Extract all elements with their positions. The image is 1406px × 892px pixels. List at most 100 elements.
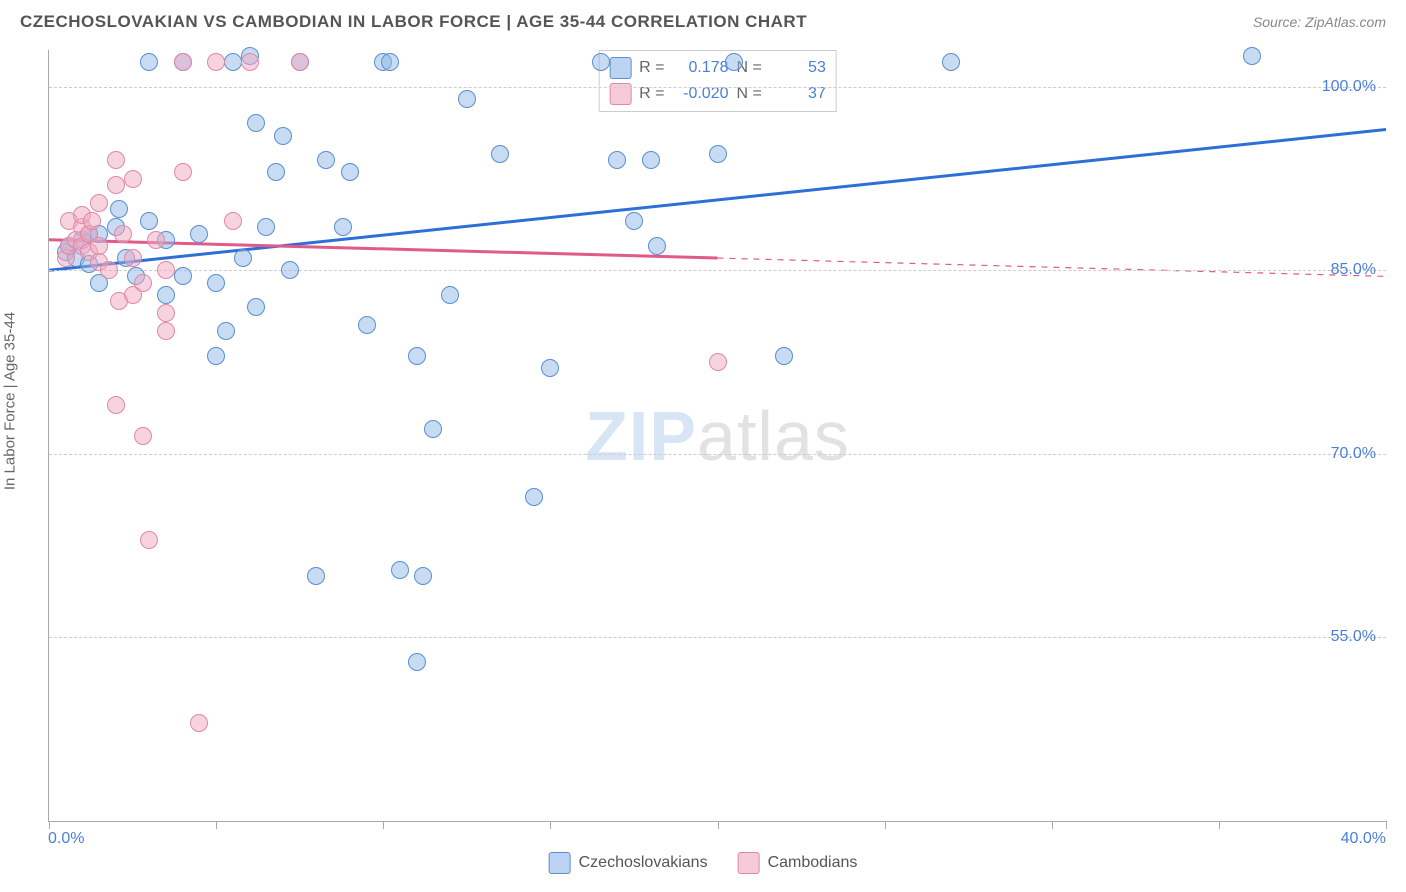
data-point (247, 298, 265, 316)
data-point (157, 304, 175, 322)
x-tick (383, 821, 384, 829)
r-label: R = (639, 59, 664, 77)
data-point (241, 53, 259, 71)
gridline (49, 454, 1386, 455)
n-value-series1: 53 (770, 59, 826, 77)
data-point (317, 151, 335, 169)
data-point (140, 531, 158, 549)
x-tick (550, 821, 551, 829)
swatch-series2 (738, 852, 760, 874)
data-point (107, 396, 125, 414)
data-point (234, 249, 252, 267)
data-point (291, 53, 309, 71)
swatch-series1 (549, 852, 571, 874)
data-point (124, 170, 142, 188)
data-point (334, 218, 352, 236)
x-axis-end-label: 40.0% (1341, 830, 1386, 848)
gridline (49, 87, 1386, 88)
data-point (642, 151, 660, 169)
data-point (217, 322, 235, 340)
y-tick-label: 70.0% (1331, 445, 1376, 463)
data-point (424, 420, 442, 438)
data-point (267, 163, 285, 181)
x-tick (49, 821, 50, 829)
source-label: Source: ZipAtlas.com (1253, 14, 1386, 30)
legend-row-series2: R = -0.020 N = 37 (609, 81, 826, 107)
data-point (134, 427, 152, 445)
data-point (157, 322, 175, 340)
x-tick (718, 821, 719, 829)
y-tick-label: 100.0% (1322, 78, 1376, 96)
gridline (49, 637, 1386, 638)
data-point (224, 53, 242, 71)
legend-item-series1: Czechoslovakians (549, 852, 708, 874)
data-point (140, 53, 158, 71)
y-axis-label: In Labor Force | Age 35-44 (2, 312, 19, 490)
data-point (207, 347, 225, 365)
data-point (124, 249, 142, 267)
data-point (281, 261, 299, 279)
x-axis-start-label: 0.0% (48, 830, 84, 848)
chart-title: CZECHOSLOVAKIAN VS CAMBODIAN IN LABOR FO… (20, 12, 807, 32)
data-point (491, 145, 509, 163)
data-point (134, 274, 152, 292)
data-point (207, 274, 225, 292)
data-point (174, 163, 192, 181)
data-point (224, 212, 242, 230)
y-tick-label: 85.0% (1331, 261, 1376, 279)
data-point (83, 212, 101, 230)
data-point (408, 653, 426, 671)
legend-row-series1: R = 0.178 N = 53 (609, 55, 826, 81)
data-point (441, 286, 459, 304)
data-point (110, 200, 128, 218)
data-point (140, 212, 158, 230)
data-point (107, 176, 125, 194)
data-point (307, 567, 325, 585)
data-point (114, 225, 132, 243)
x-tick (1386, 821, 1387, 829)
data-point (147, 231, 165, 249)
data-point (247, 114, 265, 132)
data-point (90, 237, 108, 255)
data-point (190, 225, 208, 243)
data-point (107, 151, 125, 169)
data-point (648, 237, 666, 255)
swatch-series1 (609, 57, 631, 79)
data-point (592, 53, 610, 71)
data-point (391, 561, 409, 579)
data-point (381, 53, 399, 71)
data-point (100, 261, 118, 279)
x-tick (1219, 821, 1220, 829)
legend-label-series1: Czechoslovakians (579, 854, 708, 872)
data-point (775, 347, 793, 365)
data-point (541, 359, 559, 377)
data-point (709, 353, 727, 371)
data-point (190, 714, 208, 732)
legend-label-series2: Cambodians (768, 854, 858, 872)
x-tick (885, 821, 886, 829)
x-tick (1052, 821, 1053, 829)
data-point (458, 90, 476, 108)
data-point (408, 347, 426, 365)
trend-lines (49, 50, 1386, 821)
data-point (207, 53, 225, 71)
data-point (608, 151, 626, 169)
data-point (174, 267, 192, 285)
data-point (157, 286, 175, 304)
data-point (174, 53, 192, 71)
legend-item-series2: Cambodians (738, 852, 858, 874)
data-point (942, 53, 960, 71)
data-point (1243, 47, 1261, 65)
data-point (341, 163, 359, 181)
data-point (157, 261, 175, 279)
y-tick-label: 55.0% (1331, 628, 1376, 646)
data-point (90, 194, 108, 212)
data-point (257, 218, 275, 236)
r-value-series1: 0.178 (673, 59, 729, 77)
series-legend: Czechoslovakians Cambodians (549, 852, 858, 874)
data-point (625, 212, 643, 230)
data-point (709, 145, 727, 163)
x-tick (216, 821, 217, 829)
correlation-legend: R = 0.178 N = 53 R = -0.020 N = 37 (598, 50, 837, 112)
data-point (525, 488, 543, 506)
